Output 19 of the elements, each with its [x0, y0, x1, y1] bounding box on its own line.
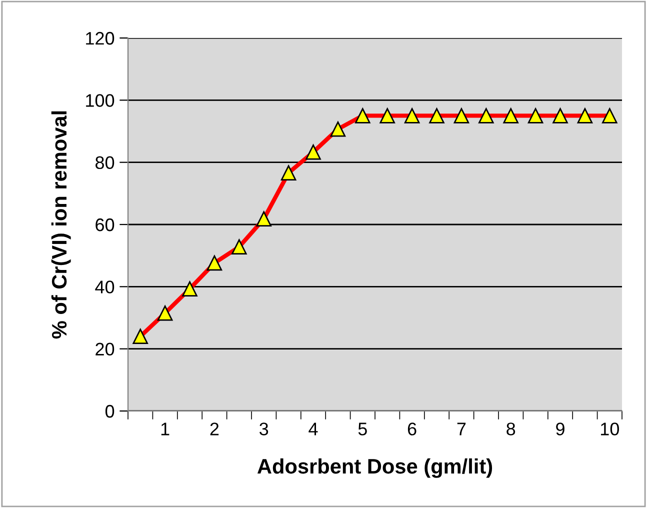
x-tick-label: 2	[210, 422, 219, 436]
x-tick-label: 5	[358, 422, 367, 436]
x-axis-title: Adosrbent Dose (gm/lit)	[257, 458, 492, 478]
x-tick-label: 8	[506, 422, 516, 436]
x-tick-label: 1	[161, 422, 170, 436]
x-tick-label: 10	[600, 422, 619, 436]
y-tick-label: 80	[96, 156, 114, 170]
x-tick-label: 6	[408, 422, 416, 436]
x-tick-label: 3	[260, 422, 268, 436]
y-axis-title: % of Cr(VI) ion removal	[51, 111, 71, 339]
x-tick-label: 4	[308, 422, 318, 436]
x-tick-label: 7	[457, 422, 466, 436]
y-tick-label: 40	[95, 280, 114, 294]
y-tick-label: 20	[96, 342, 114, 356]
y-tick-label: 60	[96, 218, 114, 232]
y-tick-label: 100	[86, 94, 114, 107]
y-tick-label: 0	[105, 404, 114, 418]
x-tick-label: 9	[556, 422, 564, 436]
y-tick-label: 120	[86, 32, 114, 45]
